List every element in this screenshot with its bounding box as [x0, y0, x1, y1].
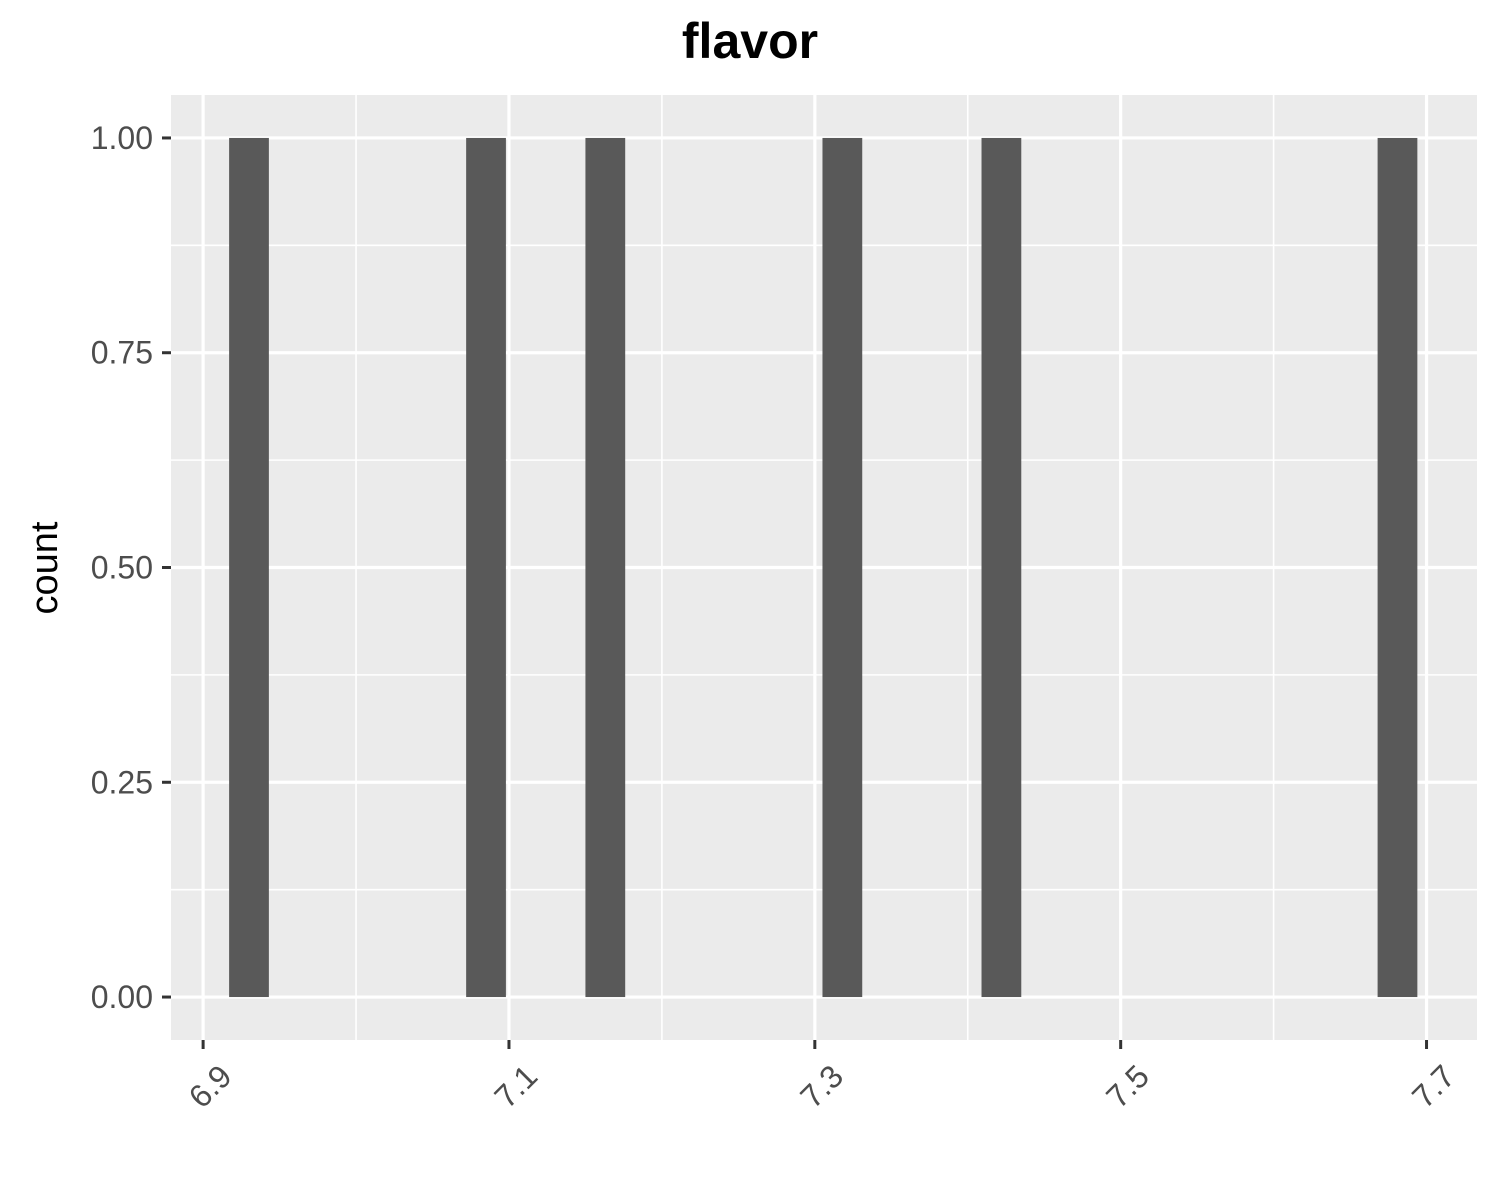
- y-tick-label: 0.50: [91, 550, 153, 586]
- y-tick-label: 0.00: [91, 979, 153, 1015]
- histogram-bar: [585, 137, 626, 998]
- x-tick-label: 7.1: [487, 1058, 544, 1115]
- y-axis-label: count: [24, 521, 66, 614]
- y-tick-label: 0.75: [91, 335, 153, 371]
- x-tick-label: 7.3: [793, 1058, 850, 1115]
- bars: [229, 137, 1418, 998]
- histogram-bar: [229, 137, 269, 998]
- x-axis: 6.9 7.1 7.3 7.5 7.7: [182, 1040, 1462, 1115]
- histogram-bar: [1377, 137, 1418, 998]
- histogram-bar: [981, 137, 1022, 998]
- x-tick-label: 7.7: [1405, 1058, 1462, 1115]
- histogram-bar: [466, 137, 506, 998]
- y-tick-label: 0.25: [91, 764, 153, 800]
- histogram-bar: [822, 137, 863, 998]
- x-tick-label: 6.9: [182, 1058, 239, 1115]
- x-tick-label: 7.5: [1099, 1058, 1156, 1115]
- chart-title: flavor: [682, 13, 818, 69]
- y-tick-label: 1.00: [91, 120, 153, 156]
- y-axis: 0.00 0.25 0.50 0.75 1.00: [91, 120, 171, 1015]
